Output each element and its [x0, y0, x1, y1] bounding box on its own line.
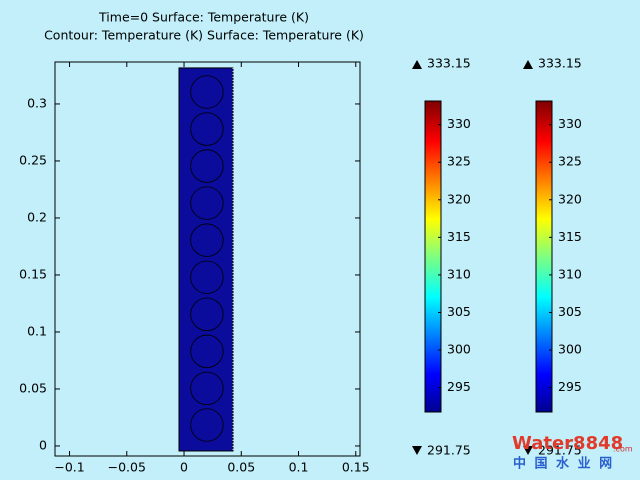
- min-marker: [412, 446, 422, 455]
- colorbar: [424, 100, 442, 413]
- colorbar-tick-label: 300: [558, 342, 582, 357]
- circle: [190, 297, 224, 331]
- circle: [190, 260, 224, 294]
- y-tick-label: 0: [39, 437, 47, 452]
- chart-subtitle: Contour: Temperature (K) Surface: Temper…: [44, 28, 364, 43]
- colorbar-tick-label: 325: [558, 154, 582, 169]
- colorbar-tick-label: 300: [447, 342, 471, 357]
- watermark-domain: .com: [613, 445, 633, 454]
- x-tick-label: −0.05: [108, 460, 146, 475]
- colorbar-tick-label: 310: [558, 266, 582, 281]
- circle: [190, 408, 224, 442]
- min-label: 291.75: [538, 443, 582, 458]
- max-marker: [412, 60, 422, 69]
- circle: [190, 334, 224, 369]
- circle: [190, 186, 224, 220]
- colorbar-tick-label: 315: [447, 229, 471, 244]
- min-marker: [523, 446, 533, 455]
- colorbar-tick-label: 315: [558, 229, 582, 244]
- colorbar-tick-label: 305: [558, 304, 582, 319]
- max-label: 333.15: [427, 56, 471, 71]
- colorbar-tick-label: 320: [558, 191, 582, 206]
- x-tick-label: 0.1: [289, 460, 309, 475]
- plot-frame: [54, 61, 361, 457]
- domain: [178, 67, 234, 452]
- watermark-brand: Water8848: [512, 433, 623, 454]
- colorbar-tick-label: 330: [447, 116, 471, 131]
- chart-title: Time=0 Surface: Temperature (K): [98, 10, 309, 25]
- x-tick-label: 0.05: [227, 460, 255, 475]
- circle: [190, 75, 224, 109]
- y-tick-label: 0.15: [19, 266, 47, 281]
- max-marker: [523, 60, 533, 69]
- watermark-cn: 中 国 水 业 网: [513, 456, 614, 472]
- colorbar-tick-label: 295: [558, 379, 582, 394]
- y-tick-label: 0.3: [27, 95, 47, 110]
- circle: [190, 223, 224, 257]
- colorbar-tick-label: 310: [447, 266, 471, 281]
- y-tick-label: 0.25: [19, 152, 47, 167]
- colorbar-tick-label: 330: [558, 116, 582, 131]
- colorbar: [535, 100, 553, 413]
- circle: [190, 112, 224, 146]
- circle: [190, 371, 224, 406]
- x-tick-label: 0: [180, 460, 188, 475]
- colorbar-tick-label: 325: [447, 154, 471, 169]
- y-tick-label: 0.2: [27, 209, 47, 224]
- colorbar-tick-label: 295: [447, 379, 471, 394]
- colorbar-tick-label: 305: [447, 304, 471, 319]
- x-tick-label: 0.15: [342, 460, 370, 475]
- watermark: Water8848 .com 中 国 水 业 网: [512, 433, 633, 472]
- min-label: 291.75: [427, 443, 471, 458]
- colorbar-tick-label: 320: [447, 191, 471, 206]
- y-tick-label: 0.05: [19, 380, 47, 395]
- circle: [190, 149, 224, 183]
- x-tick-label: −0.1: [54, 460, 84, 475]
- max-label: 333.15: [538, 56, 582, 71]
- y-tick-label: 0.1: [27, 323, 47, 338]
